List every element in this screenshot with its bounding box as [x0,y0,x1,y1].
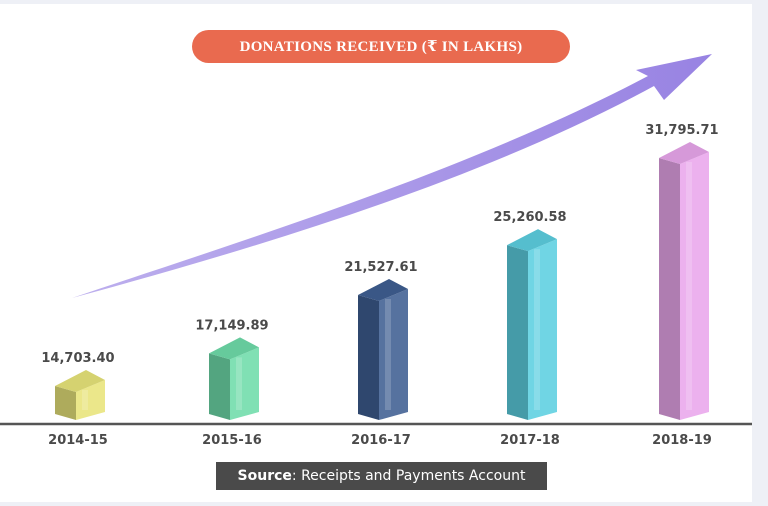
bar-2017-18 [507,229,557,420]
category-label: 2014-15 [48,433,108,448]
bar-2015-16 [209,337,259,420]
value-label: 14,703.40 [41,351,114,366]
source-caption: Source: Receipts and Payments Account [216,462,547,490]
value-label: 17,149.89 [195,318,268,333]
value-label: 31,795.71 [645,123,718,138]
bar-2014-15 [55,370,105,420]
value-label: 25,260.58 [493,210,566,225]
source-label: Source [237,468,292,484]
chart-title: DONATIONS RECEIVED (₹ IN LAKHS) [192,30,570,63]
category-label: 2015-16 [202,433,262,448]
category-label: 2017-18 [500,433,560,448]
trend-arrow [72,54,712,298]
category-label: 2018-19 [652,433,712,448]
chart-title-text: DONATIONS RECEIVED (₹ IN LAKHS) [239,39,523,55]
value-label: 21,527.61 [344,260,417,275]
category-label: 2016-17 [351,433,411,448]
bar-2018-19 [659,142,709,420]
bar-2016-17 [358,278,408,420]
source-text: : Receipts and Payments Account [291,468,526,484]
